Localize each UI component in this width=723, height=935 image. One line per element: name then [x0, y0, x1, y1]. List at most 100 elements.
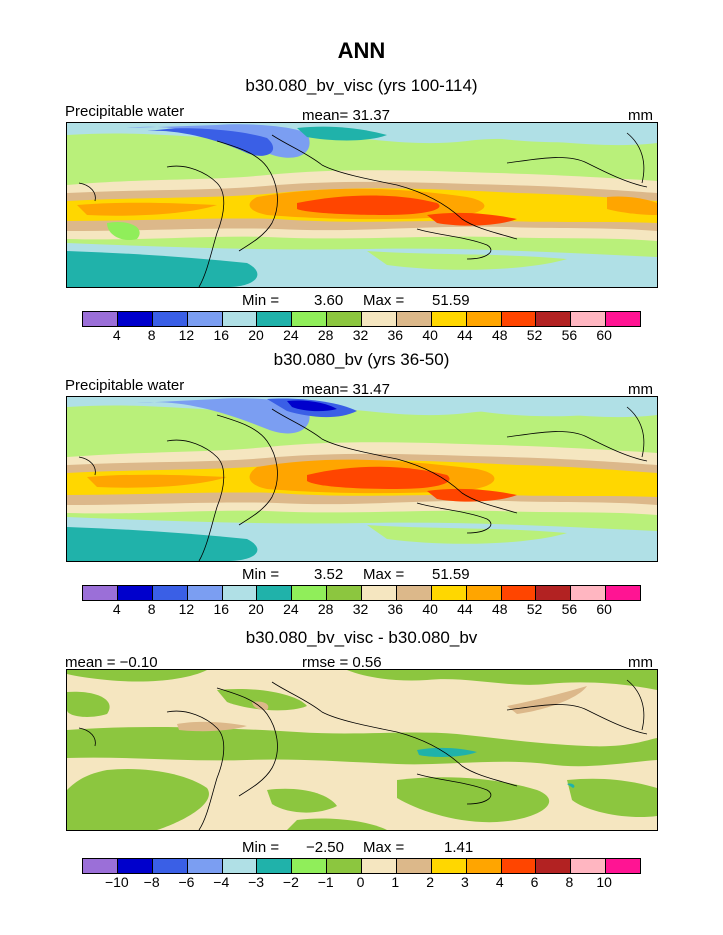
colorbar-swatch — [83, 586, 118, 600]
colorbar-swatch — [83, 312, 118, 326]
colorbar-tick-label: 36 — [387, 601, 404, 617]
panel2-map — [66, 396, 658, 562]
colorbar-tick-label: 6 — [530, 874, 539, 890]
colorbar-swatch — [501, 312, 537, 326]
colorbar-tick-label: −10 — [104, 874, 129, 890]
colorbar-swatch — [222, 859, 258, 873]
panel2-variable-label: Precipitable water — [65, 377, 185, 394]
colorbar-tick-label: 56 — [561, 327, 578, 343]
colorbar-tick-label: 8 — [147, 327, 156, 343]
panel1-units-label: mm — [628, 107, 653, 124]
colorbar-tick-label: 16 — [213, 601, 230, 617]
colorbar-tick-label: −6 — [178, 874, 195, 890]
colorbar-swatch — [257, 312, 293, 326]
colorbar-swatch — [117, 586, 153, 600]
colorbar-swatch — [501, 859, 537, 873]
colorbar-tick-label: 40 — [422, 601, 438, 617]
colorbar-tick-label: 48 — [491, 601, 508, 617]
figure-title: ANN — [337, 38, 386, 63]
colorbar-swatch — [431, 312, 467, 326]
panel2-max-label: Max = — [363, 566, 405, 583]
colorbar-swatch — [536, 586, 572, 600]
colorbar-swatch — [117, 312, 153, 326]
colorbar-swatch — [83, 859, 118, 873]
colorbar-tick-label: 48 — [491, 327, 508, 343]
colorbar-tick-label: 32 — [352, 601, 369, 617]
colorbar-tick-label: 60 — [596, 327, 612, 343]
colorbar-tick-label: −4 — [213, 874, 230, 890]
panel3-mean-label: mean = −0.10 — [65, 654, 158, 671]
colorbar-swatch — [536, 859, 572, 873]
colorbar-swatch — [327, 586, 362, 600]
panel2-min-label: Min = — [242, 566, 280, 583]
panel3-colorbar — [82, 858, 641, 874]
colorbar-swatch — [396, 586, 432, 600]
colorbar-tick-label: 10 — [596, 874, 612, 890]
panel1-colorbar — [82, 311, 641, 327]
panel3-colorbar-ticks: −10 −8 −6 −4 −3 −2 −1 0 1 2 3 4 6 8 10 — [82, 874, 639, 892]
colorbar-swatch — [606, 586, 640, 600]
colorbar-swatch — [501, 586, 537, 600]
panel2-contour-plot — [67, 397, 657, 561]
panel1-map — [66, 122, 658, 288]
panel1-max-label: Max = — [363, 292, 405, 309]
colorbar-tick-label: 16 — [213, 327, 230, 343]
colorbar-tick-label: 3 — [461, 874, 469, 890]
colorbar-swatch — [466, 859, 502, 873]
colorbar-tick-label: 44 — [457, 601, 473, 617]
colorbar-swatch — [571, 586, 607, 600]
panel2-colorbar — [82, 585, 641, 601]
panel1-max-value: 51.59 — [432, 292, 470, 309]
colorbar-swatch — [327, 859, 362, 873]
colorbar-swatch — [466, 312, 502, 326]
panel2-min-value: 3.52 — [314, 566, 344, 583]
panel3-map — [66, 669, 658, 831]
panel1-min-value: 3.60 — [314, 292, 344, 309]
colorbar-tick-label: 52 — [526, 601, 543, 617]
colorbar-tick-label: 4 — [495, 874, 504, 890]
colorbar-swatch — [187, 312, 223, 326]
panel3-max-label: Max = — [363, 839, 405, 856]
colorbar-tick-label: −8 — [143, 874, 160, 890]
panel1-subtitle: b30.080_bv_visc (yrs 100-114) — [245, 76, 478, 95]
colorbar-swatch — [152, 859, 188, 873]
colorbar-tick-label: 28 — [317, 327, 334, 343]
colorbar-swatch — [396, 312, 432, 326]
colorbar-tick-label: 52 — [526, 327, 543, 343]
panel3-units-label: mm — [628, 654, 653, 671]
colorbar-swatch — [292, 859, 328, 873]
colorbar-tick-label: 2 — [426, 874, 435, 890]
panel3-rmse-label: rmse = 0.56 — [302, 654, 382, 671]
colorbar-tick-label: 20 — [248, 601, 264, 617]
colorbar-tick-label: 36 — [387, 327, 404, 343]
colorbar-tick-label: −2 — [282, 874, 299, 890]
colorbar-swatch — [466, 586, 502, 600]
panel1-colorbar-ticks: 4 8 12 16 20 24 28 32 36 40 44 48 52 56 60 — [82, 327, 639, 345]
colorbar-tick-label: 12 — [178, 601, 195, 617]
colorbar-tick-label: 4 — [112, 601, 121, 617]
colorbar-tick-label: 24 — [283, 327, 299, 343]
colorbar-tick-label: 44 — [457, 327, 473, 343]
colorbar-swatch — [222, 586, 258, 600]
colorbar-tick-label: 28 — [317, 601, 334, 617]
panel2-max-value: 51.59 — [432, 566, 470, 583]
colorbar-swatch — [571, 859, 607, 873]
colorbar-swatch — [606, 859, 640, 873]
panel3-subtitle: b30.080_bv_visc - b30.080_bv — [245, 628, 478, 647]
colorbar-tick-label: 1 — [391, 874, 400, 890]
colorbar-swatch — [606, 312, 640, 326]
colorbar-swatch — [362, 859, 397, 873]
colorbar-swatch — [362, 312, 397, 326]
colorbar-tick-label: 40 — [422, 327, 438, 343]
colorbar-swatch — [187, 859, 223, 873]
colorbar-tick-label: 8 — [147, 601, 156, 617]
colorbar-tick-label: −3 — [248, 874, 265, 890]
panel3-contour-plot — [67, 670, 657, 830]
colorbar-swatch — [571, 312, 607, 326]
panel3-max-value: 1.41 — [444, 839, 474, 856]
colorbar-tick-label: 32 — [352, 327, 369, 343]
colorbar-tick-label: 24 — [283, 601, 299, 617]
colorbar-tick-label: 8 — [565, 874, 574, 890]
colorbar-swatch — [292, 586, 328, 600]
panel1-variable-label: Precipitable water — [65, 103, 185, 120]
